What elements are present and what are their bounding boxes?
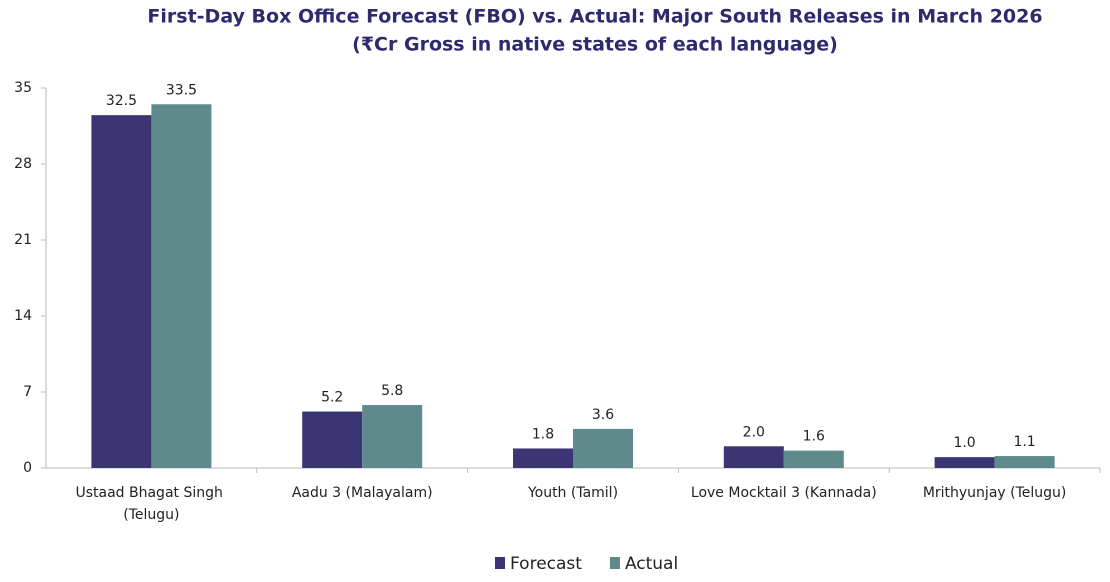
legend-label: Actual xyxy=(625,554,678,574)
legend-swatch xyxy=(609,557,620,569)
y-tick-label: 21 xyxy=(14,232,32,248)
value-label: 32.5 xyxy=(106,93,137,109)
value-label: 1.8 xyxy=(532,426,554,442)
bar xyxy=(151,104,212,469)
value-label: 1.0 xyxy=(953,435,975,451)
x-tick-label-line: Ustaad Bhagat Singh xyxy=(75,485,227,501)
legend-swatch xyxy=(495,557,505,569)
bar xyxy=(723,446,784,468)
bar xyxy=(362,405,423,468)
bar xyxy=(302,411,363,468)
value-label: 33.5 xyxy=(166,82,197,98)
y-tick-label: 35 xyxy=(14,80,32,96)
bar xyxy=(783,450,844,468)
bar xyxy=(994,456,1055,468)
chart-title: First-Day Box Office Forecast (FBO) vs. … xyxy=(147,6,1042,28)
y-tick-label: 28 xyxy=(14,156,32,172)
y-tick-label: 7 xyxy=(23,384,32,400)
x-tick-label: Love Mocktail 3 (Kannada) xyxy=(691,485,877,501)
chart-subtitle: (₹Cr Gross in native states of each lang… xyxy=(352,34,838,56)
bar xyxy=(91,115,152,469)
y-tick-label: 0 xyxy=(23,460,32,476)
value-label: 1.1 xyxy=(1013,434,1035,450)
y-tick-label: 14 xyxy=(14,308,32,324)
x-tick-label: Ustaad Bhagat Singh (Telugu) xyxy=(75,485,227,523)
value-label: 5.2 xyxy=(321,390,343,406)
bar xyxy=(513,448,573,468)
x-tick-label-line: (Telugu) xyxy=(123,507,179,523)
value-label: 3.6 xyxy=(592,407,614,423)
legend-label: Forecast xyxy=(510,554,582,574)
value-label: 5.8 xyxy=(381,383,403,399)
value-label: 2.0 xyxy=(743,424,765,440)
x-tick-label: Youth (Tamil) xyxy=(527,485,618,501)
x-tick-label: Aadu 3 (Malayalam) xyxy=(292,485,433,501)
bar xyxy=(573,428,633,468)
x-tick-label: Mrithyunjay (Telugu) xyxy=(923,485,1067,501)
value-label: 1.6 xyxy=(803,429,825,445)
bar xyxy=(934,457,995,468)
